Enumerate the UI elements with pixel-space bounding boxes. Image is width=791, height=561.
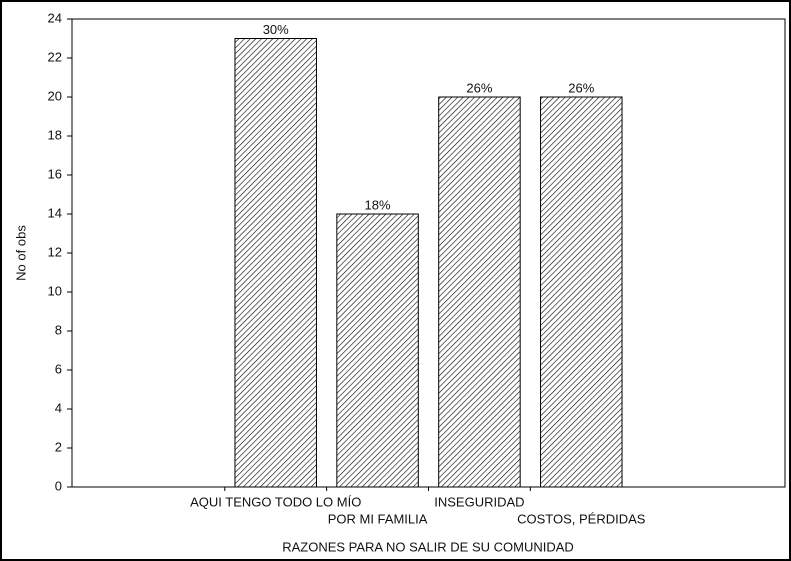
value-label: 30% (263, 22, 289, 37)
y-tick-label: 14 (48, 205, 62, 220)
bar (540, 96, 623, 488)
y-tick-label: 2 (55, 439, 62, 454)
x-tick-label: INSEGURIDAD (434, 494, 524, 509)
x-tick-label: POR MI FAMILIA (328, 511, 428, 526)
y-tick-label: 24 (48, 10, 62, 25)
y-tick-label: 18 (48, 127, 62, 142)
bar (336, 213, 419, 488)
value-label: 18% (365, 197, 391, 212)
y-tick-label: 6 (55, 361, 62, 376)
y-tick-label: 16 (48, 166, 62, 181)
bar (234, 38, 317, 488)
x-tick-label: AQUI TENGO TODO LO MÍO (190, 494, 361, 509)
plot-frame (71, 18, 786, 488)
y-tick-label: 22 (48, 49, 62, 64)
y-tick-label: 20 (48, 88, 62, 103)
y-tick-label: 4 (55, 400, 62, 415)
value-label: 26% (466, 80, 492, 95)
bar (438, 96, 521, 488)
y-tick-label: 0 (55, 478, 62, 493)
y-tick-label: 10 (48, 283, 62, 298)
y-tick-label: 8 (55, 322, 62, 337)
x-axis-label: RAZONES PARA NO SALIR DE SU COMUNIDAD (282, 539, 574, 554)
y-axis-label: No of obs (13, 225, 28, 281)
x-tick-label: COSTOS, PÉRDIDAS (517, 511, 646, 526)
value-label: 26% (568, 80, 594, 95)
y-tick-label: 12 (48, 244, 62, 259)
